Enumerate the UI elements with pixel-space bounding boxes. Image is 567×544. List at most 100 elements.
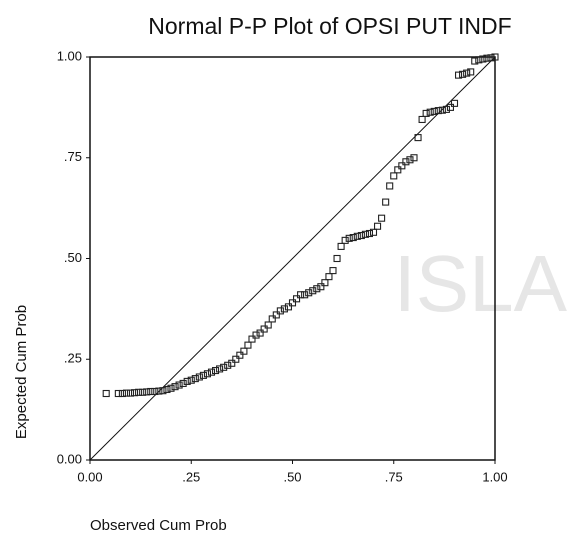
point	[272, 311, 280, 319]
point	[442, 105, 450, 113]
point	[454, 71, 463, 79]
point	[386, 182, 394, 190]
point	[402, 158, 410, 166]
point	[450, 99, 459, 107]
point	[183, 377, 191, 385]
point	[382, 198, 390, 206]
point	[446, 103, 455, 111]
point	[487, 54, 495, 62]
point	[406, 156, 414, 164]
point	[216, 365, 224, 373]
point	[280, 305, 288, 313]
point	[463, 69, 471, 77]
point	[309, 287, 317, 295]
point	[118, 389, 126, 398]
point	[369, 228, 378, 236]
point	[147, 387, 155, 396]
point	[236, 351, 244, 359]
point	[232, 355, 240, 363]
point	[297, 291, 305, 299]
point	[175, 381, 183, 389]
y-axis-label: Expected Cum Prob	[13, 305, 30, 439]
point	[418, 115, 426, 124]
point	[410, 154, 418, 162]
point	[171, 383, 179, 391]
point	[321, 279, 329, 287]
point	[159, 387, 167, 395]
point	[131, 389, 139, 397]
point	[114, 389, 122, 398]
point	[491, 53, 499, 61]
point	[467, 68, 475, 76]
point	[414, 134, 422, 142]
point	[220, 363, 228, 371]
y-tick-label: 0.00	[57, 451, 82, 466]
point	[244, 341, 252, 349]
y-tick-label: .75	[64, 149, 82, 164]
point	[329, 267, 337, 275]
point	[151, 387, 159, 396]
point	[264, 321, 272, 329]
point	[203, 370, 211, 378]
point	[483, 54, 491, 62]
point	[207, 368, 216, 376]
point	[398, 162, 406, 170]
point	[135, 388, 143, 396]
point	[191, 375, 199, 383]
point	[475, 56, 483, 64]
y-tick-label: .25	[64, 351, 82, 366]
point	[459, 70, 467, 78]
point	[163, 385, 171, 394]
point	[471, 57, 479, 65]
point	[373, 222, 382, 230]
point	[260, 325, 268, 333]
point	[313, 285, 321, 293]
point	[155, 387, 163, 395]
point	[268, 315, 276, 323]
point	[341, 236, 349, 244]
point	[479, 55, 487, 63]
point	[228, 359, 236, 367]
point	[365, 229, 374, 238]
point	[240, 347, 248, 355]
point	[179, 379, 187, 387]
point	[353, 232, 361, 240]
x-tick-label: .50	[283, 469, 301, 484]
y-tick-label: 1.00	[57, 48, 82, 63]
point	[143, 388, 151, 396]
point	[345, 234, 353, 242]
x-axis-label: Observed Cum Prob	[90, 517, 227, 534]
point	[301, 291, 309, 299]
point	[212, 366, 220, 375]
point	[394, 166, 402, 174]
point	[187, 376, 195, 384]
point	[248, 335, 256, 343]
point	[378, 214, 386, 222]
chart-title: Normal P-P Plot of OPSI PUT INDF	[148, 13, 511, 39]
point	[305, 289, 313, 297]
point	[438, 106, 446, 114]
point	[349, 233, 357, 242]
point	[434, 107, 442, 115]
point	[276, 307, 284, 315]
point	[224, 361, 232, 369]
point	[126, 389, 135, 397]
point	[256, 329, 264, 337]
watermark: ISLA	[394, 239, 567, 328]
point	[430, 107, 438, 115]
point	[199, 371, 207, 379]
point	[333, 254, 341, 263]
point	[422, 109, 430, 117]
x-tick-label: .75	[385, 469, 403, 484]
point	[139, 388, 147, 396]
point	[195, 373, 203, 381]
point	[426, 108, 434, 116]
point	[292, 295, 301, 303]
point	[337, 242, 345, 250]
point	[390, 172, 398, 180]
point	[284, 303, 293, 311]
point	[288, 299, 297, 307]
point	[317, 283, 325, 291]
point	[102, 389, 110, 398]
